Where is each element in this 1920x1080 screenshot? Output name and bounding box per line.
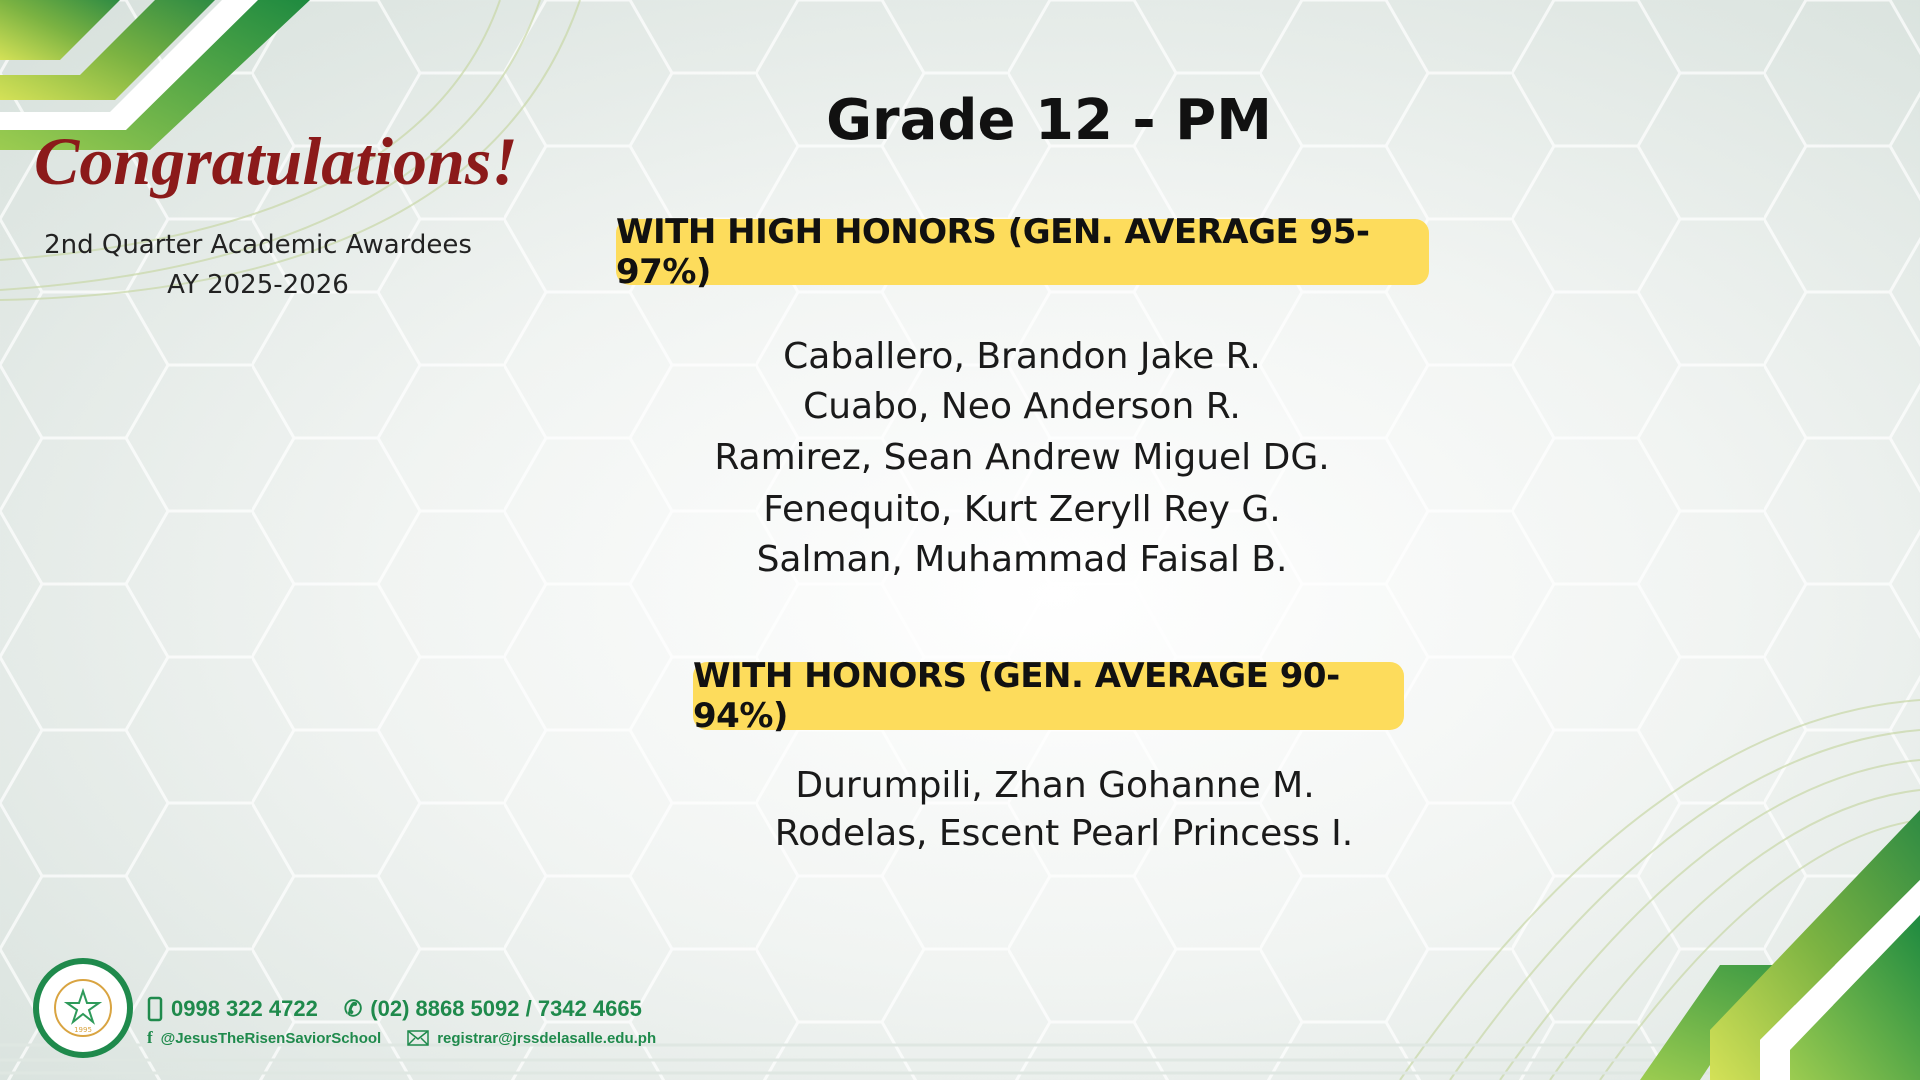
envelope-icon <box>407 1030 429 1046</box>
high-honors-badge: WITH HIGH HONORS (GEN. AVERAGE 95-97%) <box>616 212 1429 292</box>
congratulations-heading: Congratulations! <box>34 123 518 199</box>
facebook-icon: f <box>147 1028 153 1047</box>
awardee-name: Durumpili, Zhan Gohanne M. <box>795 765 1315 806</box>
svg-text:1995: 1995 <box>74 1026 92 1034</box>
subtitle-academic-year: AY 2025-2026 <box>167 270 349 300</box>
footer-social-row: f @JesusTheRisenSaviorSchool registrar@j… <box>147 1028 656 1048</box>
mobile-number: 0998 322 4722 <box>171 996 318 1021</box>
awardee-name: Rodelas, Escent Pearl Princess I. <box>774 813 1354 854</box>
footer-phone-row: 0998 322 4722 ✆ (02) 8868 5092 / 7342 46… <box>147 996 642 1022</box>
subtitle-quarter: 2nd Quarter Academic Awardees <box>44 230 472 260</box>
awardee-name: Cuabo, Neo Anderson R. <box>803 386 1241 427</box>
awardee-name: Fenequito, Kurt Zeryll Rey G. <box>763 489 1281 530</box>
email-address: registrar@jrssdelasalle.edu.ph <box>437 1029 657 1047</box>
honors-badge: WITH HONORS (GEN. AVERAGE 90-94%) <box>693 656 1404 736</box>
page-title: Grade 12 - PM <box>826 88 1272 153</box>
landline-number: (02) 8868 5092 / 7342 4665 <box>370 996 642 1021</box>
facebook-handle: @JesusTheRisenSaviorSchool <box>160 1029 382 1047</box>
mobile-phone-icon <box>147 996 163 1022</box>
awardee-name: Salman, Muhammad Faisal B. <box>756 539 1288 580</box>
telephone-icon: ✆ <box>343 996 363 1021</box>
awardee-name: Caballero, Brandon Jake R. <box>783 336 1261 377</box>
school-logo: 1995 <box>33 958 133 1058</box>
awardee-name: Ramirez, Sean Andrew Miguel DG. <box>714 437 1330 478</box>
